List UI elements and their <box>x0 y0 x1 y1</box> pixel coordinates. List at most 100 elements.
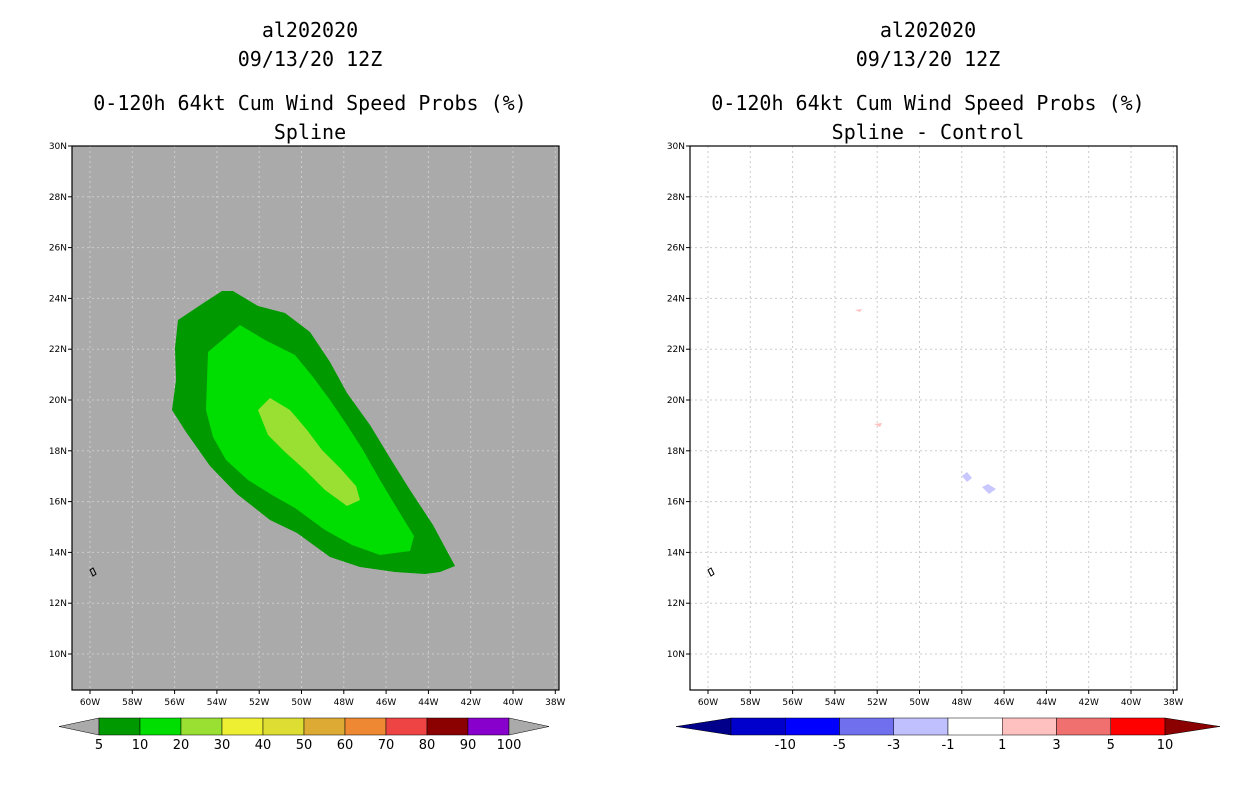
lat-tick-label: 20N <box>49 396 67 406</box>
lat-tick-label: 18N <box>49 447 67 457</box>
colorbar-swatch <box>1002 717 1057 736</box>
colorbar-label: -3 <box>887 738 900 753</box>
colorbar-swatch <box>262 717 305 736</box>
colorbar-swatch <box>221 717 264 736</box>
lat-tick-label: 18N <box>667 447 685 457</box>
colorbar-swatch <box>785 717 840 736</box>
lon-tick-label: 38W <box>1163 698 1183 708</box>
lat-tick-label: 10N <box>49 650 67 660</box>
colorbar-swatch <box>139 717 182 736</box>
diff-negative-patch <box>982 484 996 494</box>
colorbar-label: 3 <box>1052 738 1060 753</box>
colorbar-label: 60 <box>337 738 354 753</box>
colorbar-swatch <box>180 717 223 736</box>
colorbar-right-triangle <box>1164 717 1221 736</box>
colorbar-label: 5 <box>1107 738 1115 753</box>
right-storm-id: al202020 <box>879 18 977 42</box>
colorbar-label: 1 <box>998 738 1006 753</box>
lat-tick-label: 12N <box>49 599 67 609</box>
lon-tick-label: 44W <box>1036 698 1056 708</box>
lat-tick-label: 28N <box>667 193 685 203</box>
lon-tick-label: 46W <box>376 698 396 708</box>
colorbar-label: 5 <box>95 738 103 753</box>
colorbar-label: 80 <box>419 738 436 753</box>
lon-tick-label: 54W <box>207 698 227 708</box>
prob-contour-20-30 <box>258 398 360 506</box>
colorbar-label: -5 <box>833 738 846 753</box>
lon-tick-label: 48W <box>952 698 972 708</box>
lat-tick-label: 24N <box>49 294 67 304</box>
colorbar-swatch <box>98 717 141 736</box>
colorbar-swatch <box>385 717 428 736</box>
left-product: 0-120h 64kt Cum Wind Speed Probs (%) <box>93 91 527 115</box>
lon-tick-label: 38W <box>545 698 565 708</box>
colorbar-swatch <box>1110 717 1166 736</box>
right-grid <box>690 146 1177 690</box>
lat-tick-label: 20N <box>667 396 685 406</box>
lon-tick-label: 42W <box>1079 698 1099 708</box>
colorbar-label: 10 <box>1157 738 1174 753</box>
lon-tick-label: 50W <box>291 698 311 708</box>
lat-tick-label: 24N <box>667 294 685 304</box>
lon-tick-label: 58W <box>122 698 142 708</box>
colorbar-swatch <box>467 717 510 736</box>
colorbar-label: -10 <box>775 738 796 753</box>
lon-tick-label: 46W <box>994 698 1014 708</box>
diff-positive-patch <box>874 423 882 427</box>
colorbar-swatch <box>947 717 1003 736</box>
lat-tick-label: 28N <box>49 193 67 203</box>
diff-negative-patch <box>962 472 972 482</box>
right-product: 0-120h 64kt Cum Wind Speed Probs (%) <box>711 91 1145 115</box>
lat-tick-label: 10N <box>667 650 685 660</box>
lat-tick-label: 22N <box>667 345 685 355</box>
lon-tick-label: 44W <box>418 698 438 708</box>
colorbar-swatch <box>344 717 387 736</box>
colorbar-label: 100 <box>497 738 522 753</box>
right-panel-title: al202020 09/13/20 12Z 0-120h 64kt Cum Wi… <box>678 16 1178 147</box>
lat-tick-label: 26N <box>49 244 67 254</box>
lon-tick-label: 42W <box>461 698 481 708</box>
left-colorbar: 5 10 20 30 40 50 60 70 80 90 100 <box>58 717 550 753</box>
colorbar-swatch <box>1056 717 1111 736</box>
colorbar-label: 90 <box>460 738 477 753</box>
lon-tick-label: 52W <box>249 698 269 708</box>
left-map-frame <box>71 145 560 691</box>
island-outline <box>707 567 715 577</box>
lon-tick-label: 56W <box>164 698 184 708</box>
lat-tick-label: 14N <box>49 548 67 558</box>
colorbar-label: 10 <box>132 738 149 753</box>
right-map: 60W 58W 56W 54W 52W 50W 48W 46W 44W 42W 40W 38W 30N 2… <box>667 142 1184 708</box>
right-map-background <box>690 146 1177 690</box>
right-datetime: 09/13/20 12Z <box>855 47 1001 71</box>
lat-tick-label: 12N <box>667 599 685 609</box>
colorbar-left-triangle <box>675 717 732 736</box>
left-axis-ticks: 60W 58W 56W 54W 52W 50W 48W 46W 44W 42W 40W 38W 30N 2… <box>49 142 566 708</box>
lon-tick-label: 40W <box>1121 698 1141 708</box>
diff-positive-patch <box>855 309 862 312</box>
lon-tick-label: 56W <box>782 698 802 708</box>
lat-tick-label: 16N <box>49 498 67 508</box>
lat-tick-label: 26N <box>667 244 685 254</box>
colorbar-swatch <box>893 717 949 736</box>
lon-tick-label: 48W <box>334 698 354 708</box>
right-subtitle: Spline - Control <box>831 120 1025 144</box>
left-panel-title: al202020 09/13/20 12Z 0-120h 64kt Cum Wi… <box>60 16 560 147</box>
lon-tick-label: 60W <box>80 698 100 708</box>
left-subtitle: Spline <box>273 120 347 144</box>
colorbar-label: 50 <box>296 738 313 753</box>
lat-tick-label: 22N <box>49 345 67 355</box>
right-map-frame <box>689 145 1178 691</box>
lat-tick-label: 16N <box>667 498 685 508</box>
lat-tick-label: 14N <box>667 548 685 558</box>
lon-tick-label: 52W <box>867 698 887 708</box>
left-map: 60W 58W 56W 54W 52W 50W 48W 46W 44W 42W 40W 38W 30N 2… <box>49 142 566 708</box>
lat-tick-label: 30N <box>49 142 67 152</box>
right-colorbar: -10 -5 -3 -1 1 3 5 10 <box>675 717 1221 753</box>
left-storm-id: al202020 <box>261 18 359 42</box>
colorbar-label: 20 <box>173 738 190 753</box>
lon-tick-label: 40W <box>503 698 523 708</box>
lon-tick-label: 60W <box>698 698 718 708</box>
colorbar-label: 30 <box>214 738 231 753</box>
lat-tick-label: 30N <box>667 142 685 152</box>
